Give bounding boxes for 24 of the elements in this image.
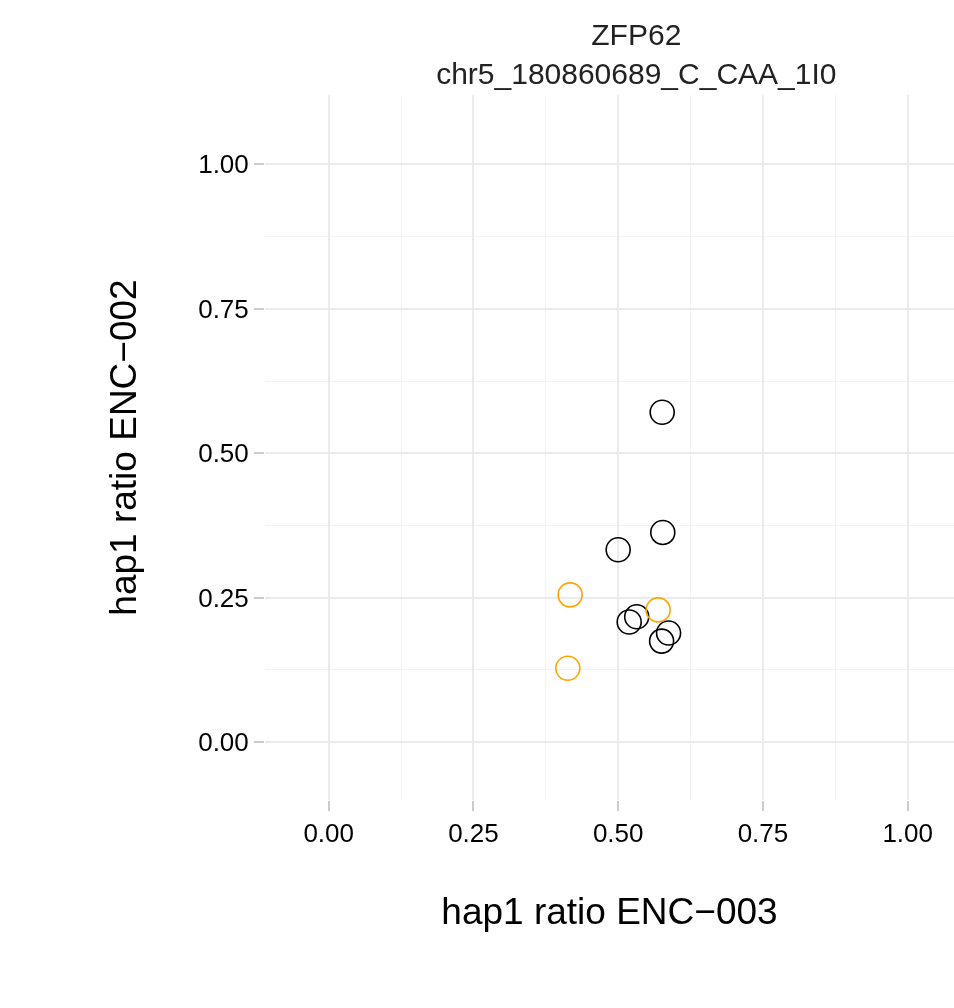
x-tick-label: 0.25 bbox=[448, 818, 499, 849]
point bbox=[623, 604, 650, 630]
x-axis-title: hap1 ratio ENC−003 bbox=[441, 890, 778, 932]
point bbox=[649, 519, 676, 546]
point bbox=[648, 628, 675, 654]
point bbox=[645, 597, 671, 623]
point bbox=[605, 536, 631, 563]
y-tick-label: 0.25 bbox=[198, 582, 249, 613]
x-tick-label: 0.00 bbox=[303, 818, 354, 849]
point bbox=[557, 582, 583, 608]
point bbox=[555, 655, 581, 682]
x-tick-label: 1.00 bbox=[882, 818, 933, 849]
y-tick-label: 1.00 bbox=[198, 149, 249, 180]
y-axis-title: hap1 ratio ENC−002 bbox=[102, 279, 144, 616]
y-tick-label: 0.75 bbox=[198, 293, 249, 324]
point bbox=[655, 620, 682, 646]
chart-subtitle: chr5_180860689_C_CAA_1I0 bbox=[436, 57, 837, 91]
x-tick-label: 0.75 bbox=[737, 818, 789, 849]
point bbox=[649, 399, 675, 426]
y-tick-label: 0.50 bbox=[198, 438, 249, 469]
x-tick-label: 0.50 bbox=[592, 818, 644, 849]
y-tick-label: 0.00 bbox=[198, 727, 249, 758]
chart-title: ZFP62 bbox=[591, 18, 682, 52]
point bbox=[616, 609, 642, 635]
